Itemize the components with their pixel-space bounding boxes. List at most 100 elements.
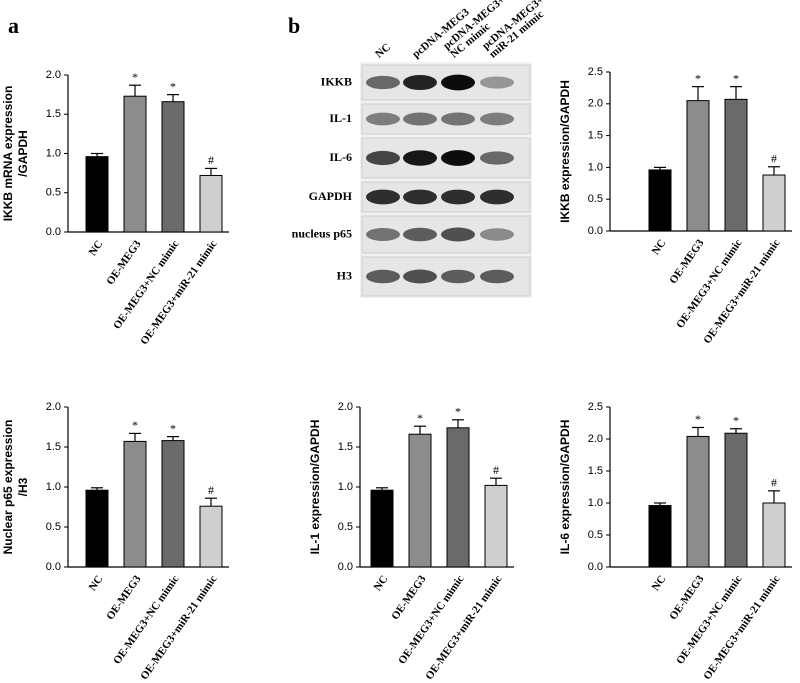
significance-marker: *	[733, 71, 739, 85]
blot-band	[366, 269, 400, 284]
x-tick-label: OE-MEG3	[389, 573, 429, 622]
y-tick-label: 0.5	[46, 521, 61, 533]
blot-row-label: IKKB	[321, 74, 352, 88]
x-tick-label: OE-MEG3+NC mimic	[674, 573, 744, 666]
bar	[199, 174, 223, 233]
significance-marker: #	[208, 153, 214, 167]
x-tick-label: OE-MEG3+miR-21 mimic	[138, 573, 219, 682]
y-tick-label: 1.5	[588, 465, 603, 477]
y-tick-label: 0.5	[588, 529, 603, 541]
bar	[123, 95, 147, 233]
y-axis-label-line: IL-6 expression/GAPDH	[558, 420, 572, 555]
y-tick-label: 0.5	[338, 521, 353, 533]
significance-marker: #	[771, 152, 777, 166]
significance-marker: *	[417, 411, 423, 425]
x-tick-label: OE-MEG3	[667, 237, 707, 286]
blot-band	[366, 228, 400, 241]
x-tick-label: OE-MEG3+NC mimic	[396, 573, 466, 666]
y-axis-label-line: /GAPDH	[16, 130, 30, 177]
bar	[484, 484, 508, 568]
y-tick-label: 1.5	[338, 441, 353, 453]
x-tick-label: OE-MEG3+miR-21 mimic	[701, 237, 782, 346]
y-tick-label: 0.0	[46, 561, 61, 573]
blot-lane-label-line: NC	[373, 41, 393, 60]
y-tick-label: 1.0	[46, 481, 61, 493]
bar	[762, 174, 786, 232]
x-tick-label: OE-MEG3+NC mimic	[674, 237, 744, 330]
y-tick-label: 0.0	[588, 561, 603, 573]
bar	[446, 427, 470, 568]
y-axis-label-line: IL-1 expression/GAPDH	[308, 420, 322, 555]
blot-band	[480, 269, 514, 284]
y-tick-label: 0.5	[46, 187, 61, 199]
x-tick-label: NC	[372, 573, 391, 593]
y-tick-label: 1.0	[588, 161, 603, 173]
y-tick-label: 2.5	[588, 66, 603, 78]
significance-marker: #	[771, 476, 777, 490]
y-tick-label: 1.0	[46, 147, 61, 159]
y-tick-label: 2.5	[588, 401, 603, 413]
blot-band	[403, 189, 437, 205]
bar	[686, 100, 710, 232]
y-axis-label-line: IKKB mRNA expression	[1, 86, 15, 222]
x-tick-label: OE-MEG3	[104, 238, 144, 287]
y-axis-label: IL-6 expression/GAPDH	[558, 420, 572, 555]
bar	[648, 505, 672, 568]
blot-band	[480, 189, 514, 205]
y-axis-label-line: Nuclear p65 expression	[1, 420, 15, 555]
significance-marker: *	[455, 405, 461, 419]
significance-marker: *	[733, 414, 739, 428]
blot-band	[480, 151, 514, 165]
blot-band	[480, 112, 514, 126]
bar	[724, 98, 748, 232]
x-tick-label: NC	[650, 573, 669, 593]
x-tick-label: OE-MEG3	[667, 573, 707, 622]
blot-band	[403, 269, 437, 284]
significance-marker: #	[493, 463, 499, 477]
significance-marker: *	[695, 412, 701, 426]
blot-band	[366, 189, 400, 205]
blot-band	[403, 74, 437, 91]
bar	[161, 101, 185, 233]
y-tick-label: 0.0	[588, 225, 603, 237]
x-tick-label: NC	[650, 237, 669, 257]
x-tick-label: OE-MEG3+miR-21 mimic	[423, 573, 504, 682]
bar	[85, 156, 109, 233]
blot-band	[403, 227, 437, 242]
blot-band	[441, 74, 475, 91]
blot-band	[366, 112, 400, 126]
bar	[370, 489, 394, 568]
bar	[85, 489, 109, 568]
y-axis-label: IKKB mRNA expression/GAPDH	[1, 86, 30, 222]
significance-marker: *	[695, 71, 701, 85]
y-axis-label-line: IKKB expression/GAPDH	[558, 80, 572, 223]
y-tick-label: 2.0	[46, 401, 61, 413]
blot-row-label: IL-1	[329, 111, 352, 125]
x-tick-label: OE-MEG3	[104, 573, 144, 622]
bar	[408, 433, 432, 568]
blot-lane-label: NC	[373, 41, 393, 60]
bar	[724, 432, 748, 568]
bar	[686, 435, 710, 568]
y-tick-label: 2.0	[46, 69, 61, 81]
y-tick-label: 2.0	[588, 98, 603, 110]
y-tick-label: 1.5	[46, 441, 61, 453]
y-tick-label: 0.0	[46, 226, 61, 238]
y-tick-label: 0.0	[338, 561, 353, 573]
blot-band	[366, 75, 400, 90]
blot-row-label: IL-6	[329, 150, 352, 164]
y-tick-label: 1.0	[338, 481, 353, 493]
panel-label: b	[288, 13, 300, 38]
y-axis-label: Nuclear p65 expression/H3	[1, 420, 30, 555]
bar	[199, 505, 223, 568]
bar	[762, 502, 786, 568]
x-tick-label: NC	[87, 573, 106, 593]
y-tick-label: 1.5	[46, 108, 61, 120]
y-tick-label: 2.0	[588, 433, 603, 445]
blot-band	[441, 112, 475, 126]
y-axis-label: IL-1 expression/GAPDH	[308, 420, 322, 555]
panel-label: a	[8, 13, 19, 38]
significance-marker: *	[170, 421, 176, 435]
blot-band	[403, 112, 437, 126]
